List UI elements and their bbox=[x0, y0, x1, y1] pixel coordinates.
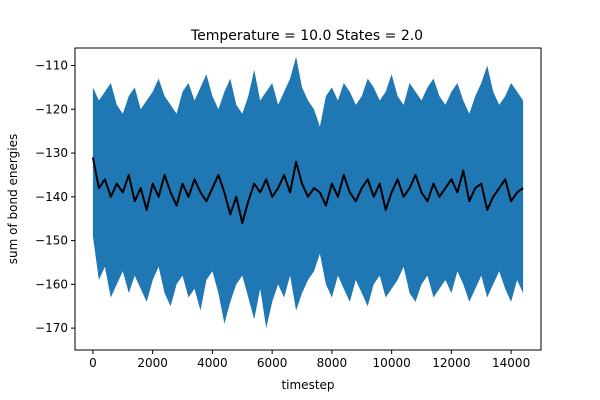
y-tick-label: −110 bbox=[35, 59, 68, 73]
y-tick-label: −150 bbox=[35, 234, 68, 248]
y-axis-label: sum of bond energies bbox=[6, 134, 20, 264]
x-tick-label: 14000 bbox=[492, 356, 530, 370]
y-tick-label: −130 bbox=[35, 146, 68, 160]
x-tick-label: 2000 bbox=[137, 356, 168, 370]
x-tick-label: 8000 bbox=[317, 356, 348, 370]
y-tick-label: −140 bbox=[35, 190, 68, 204]
x-tick-label: 6000 bbox=[257, 356, 288, 370]
y-axis: −110 −120 −130 −140 −150 −160 −170 bbox=[35, 59, 75, 335]
y-tick-label: −170 bbox=[35, 321, 68, 335]
x-tick-label: 12000 bbox=[432, 356, 470, 370]
plot-area bbox=[91, 56, 524, 329]
x-axis-label: timestep bbox=[281, 378, 334, 392]
std-band bbox=[92, 56, 524, 329]
x-tick-label: 0 bbox=[89, 356, 97, 370]
x-axis: 0 2000 4000 6000 8000 10000 12000 14000 bbox=[89, 350, 530, 370]
plot-frame bbox=[74, 47, 542, 351]
mean-line bbox=[91, 157, 524, 225]
x-tick-label: 10000 bbox=[373, 356, 411, 370]
y-tick-label: −160 bbox=[35, 277, 68, 291]
y-tick-label: −120 bbox=[35, 102, 68, 116]
chart-title: Temperature = 10.0 States = 2.0 bbox=[190, 28, 423, 44]
x-tick-label: 4000 bbox=[197, 356, 228, 370]
